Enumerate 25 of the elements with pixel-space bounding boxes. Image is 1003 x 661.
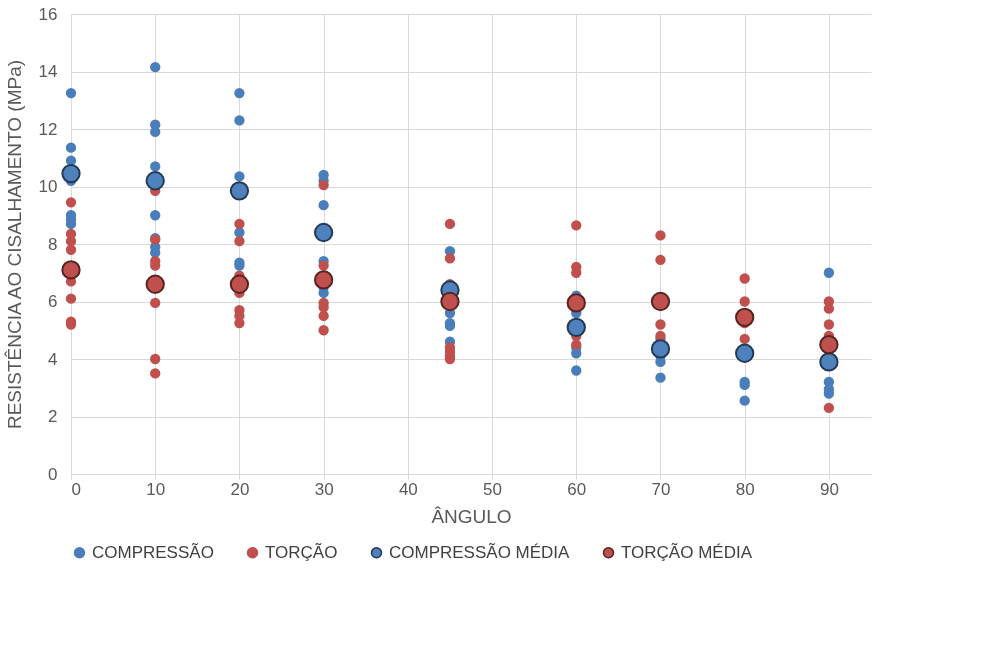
y-tick-label: 16 (38, 4, 58, 24)
y-tick-label: 4 (48, 349, 58, 369)
y-tick-label: 14 (38, 62, 58, 81)
y-tick-label: 12 (38, 119, 58, 139)
x-tick-label: 50 (483, 479, 503, 499)
y-tick-label: 0 (48, 464, 58, 484)
y-tick-label: 10 (38, 177, 58, 196)
y-tick-label: 6 (48, 292, 58, 311)
x-axis-title: ÂNGULO (431, 505, 512, 527)
legend-label: TORÇÃO MÉDIA (621, 542, 753, 562)
x-tick-label: 0 (71, 479, 81, 499)
y-tick-label: 8 (48, 234, 58, 254)
x-tick-label: 30 (314, 479, 334, 499)
x-tick-label: 80 (735, 479, 755, 499)
x-tick-label: 70 (651, 479, 671, 499)
x-tick-label: 20 (230, 479, 250, 499)
x-tick-label: 40 (398, 479, 418, 499)
x-tick-label: 90 (819, 479, 839, 499)
legend-label: TORÇÃO (265, 542, 338, 562)
y-tick-label: 2 (48, 407, 58, 426)
legend-label: COMPRESSÃO (92, 542, 214, 562)
y-axis-title: RESISTÊNCIA AO CISALHAMENTO (MPa) (3, 59, 25, 430)
x-tick-label: 60 (567, 479, 587, 499)
legend-label: COMPRESSÃO MÉDIA (389, 542, 571, 562)
x-tick-label: 10 (146, 479, 166, 499)
